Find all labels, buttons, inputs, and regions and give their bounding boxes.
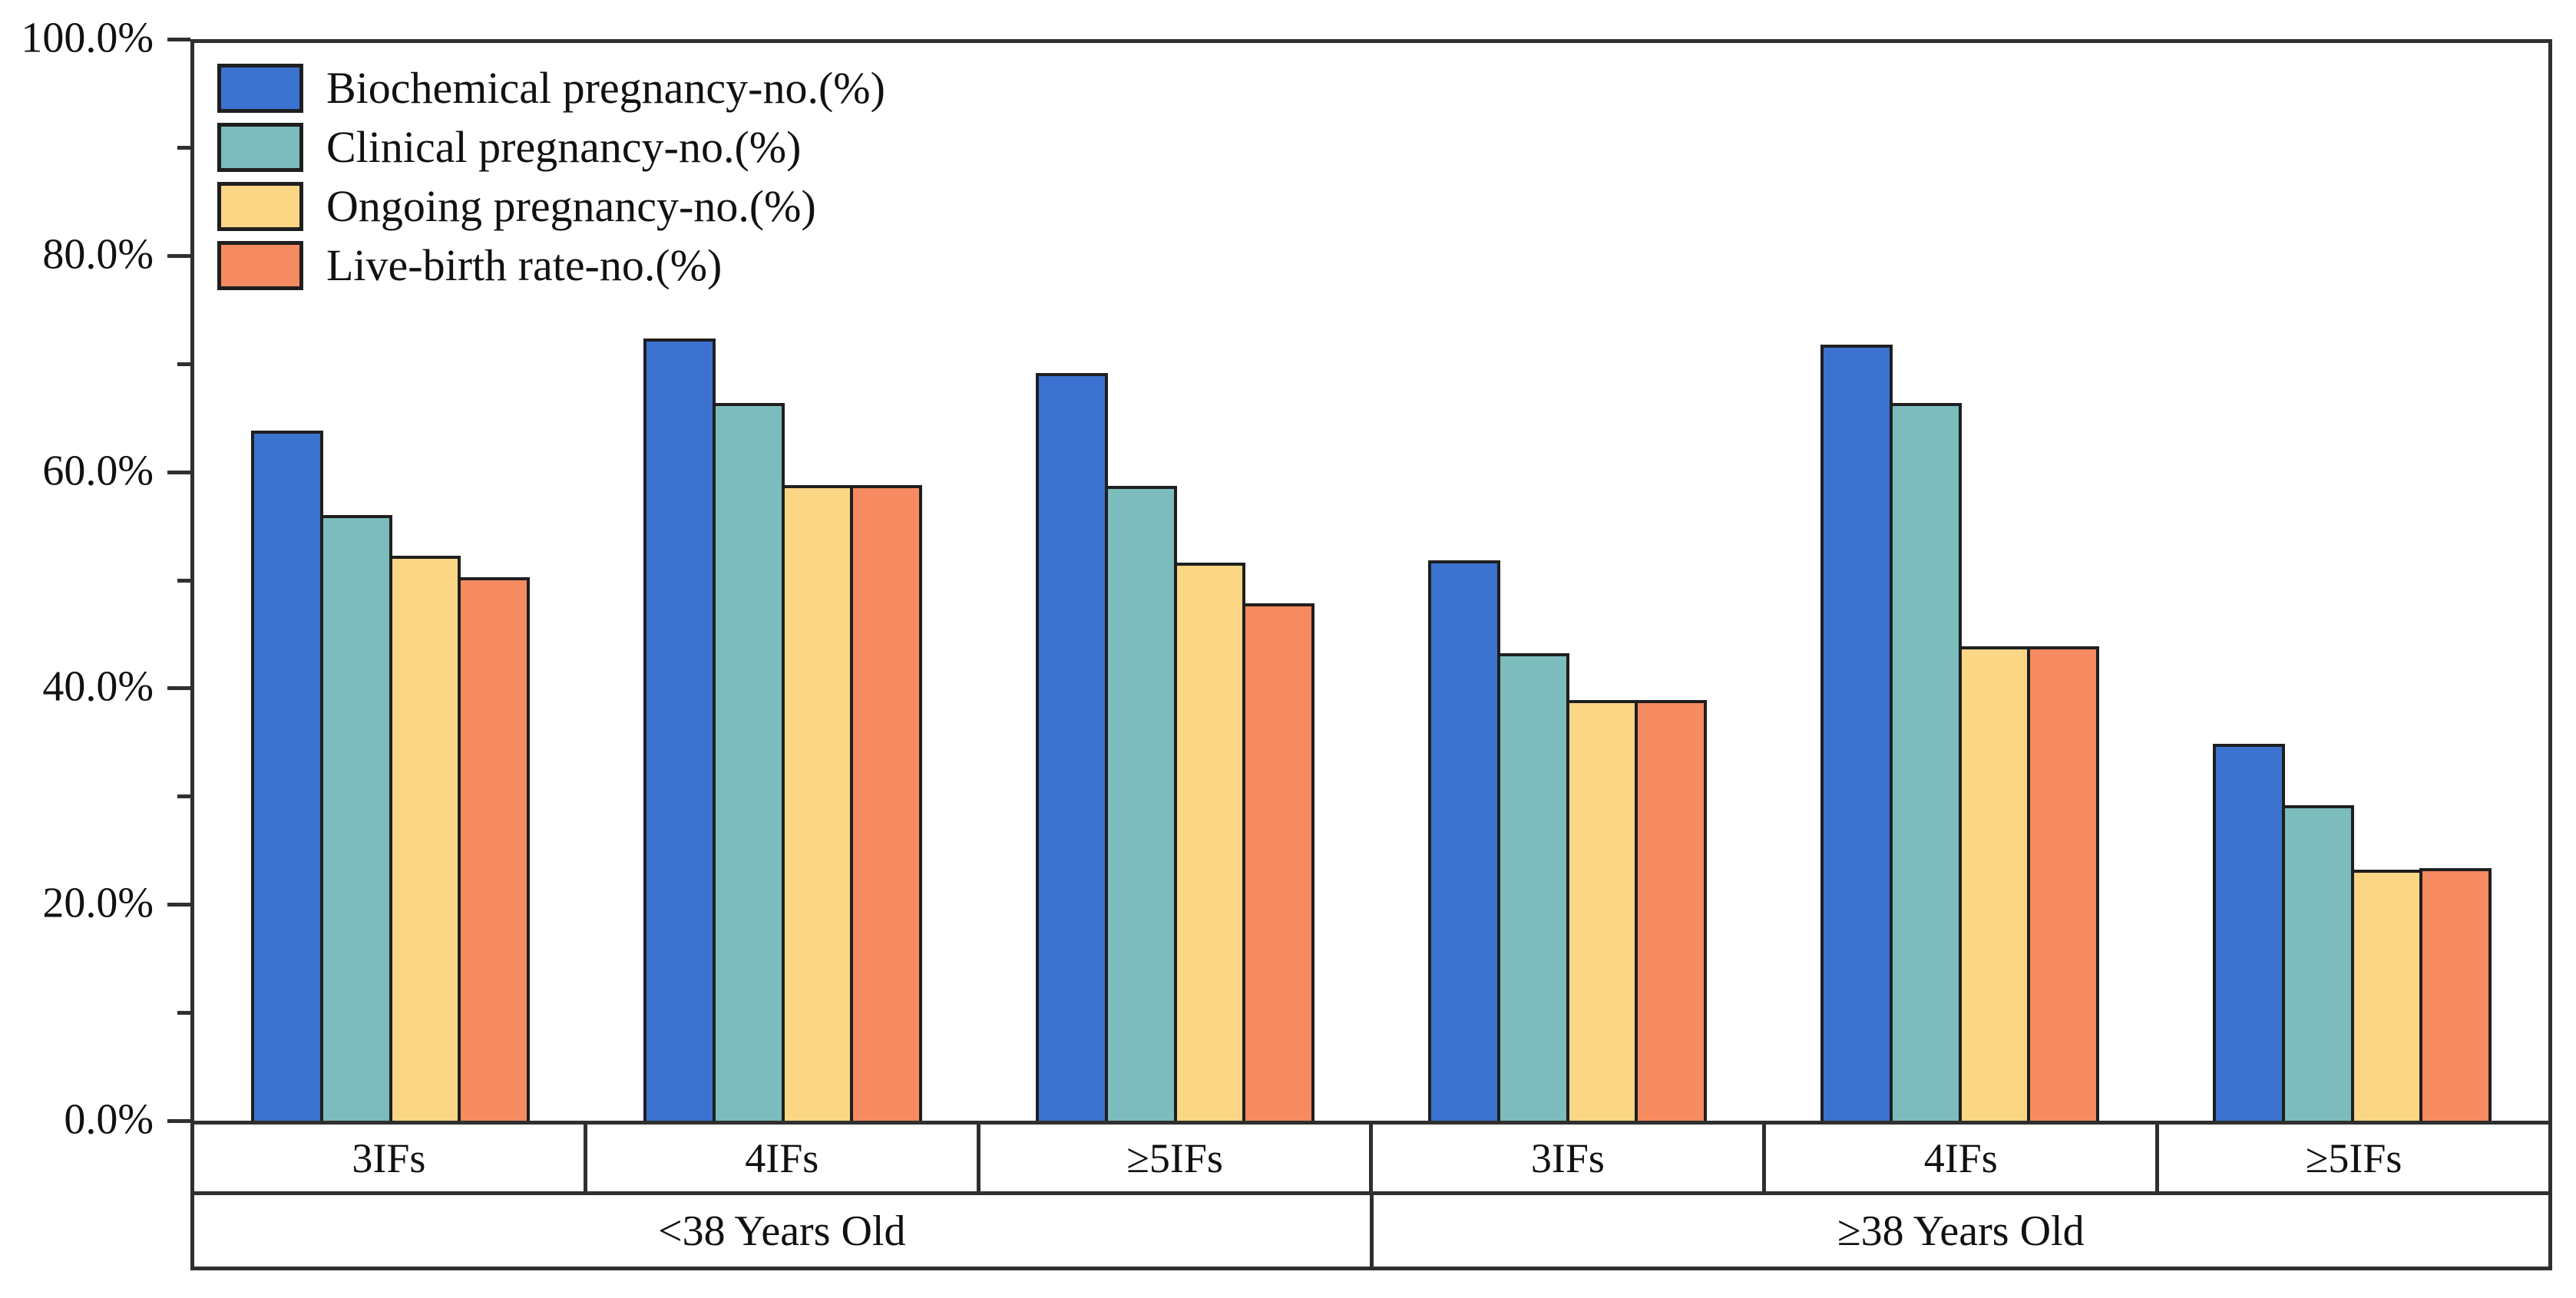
y-minor-tick-30 [177, 794, 190, 799]
y-major-tick-20 [167, 903, 190, 907]
bar-ongoing-pregnancy-group2 [781, 484, 854, 1121]
bar-clinical-pregnancy-group1 [319, 514, 392, 1121]
bar-biochemical-pregnancy-group2 [643, 338, 716, 1121]
legend-label: Clinical pregnancy-no.(%) [326, 122, 802, 172]
y-major-tick-60 [167, 470, 190, 474]
bars-container [1036, 43, 1314, 1121]
bar-ongoing-pregnancy-group6 [2350, 869, 2423, 1121]
bar-live-group1 [458, 577, 530, 1121]
y-tick-label-40: 40.0% [42, 663, 154, 712]
category-cell-5-4ifs: 4IFs [1762, 1125, 2155, 1191]
legend-swatch-icon [217, 181, 303, 231]
legend-label: Ongoing pregnancy-no.(%) [326, 181, 816, 231]
plot-frame-top [190, 39, 2552, 43]
bars-container [643, 43, 922, 1121]
legend-label: Biochemical pregnancy-no.(%) [326, 63, 885, 113]
bar-groups [194, 43, 2548, 1121]
bar-group-4-3ifs [1371, 43, 1764, 1121]
legend-item-live-birth-rate-no: Live-birth rate-no.(%) [217, 239, 885, 291]
bar-live-group6 [2419, 868, 2492, 1121]
bar-clinical-pregnancy-group2 [712, 402, 785, 1121]
bar-group-1-3ifs [194, 43, 587, 1121]
legend-item-clinical-pregnancy-no: Clinical pregnancy-no.(%) [217, 121, 885, 173]
category-cell-4-3ifs: 3IFs [1369, 1125, 1762, 1191]
bar-clinical-pregnancy-group4 [1496, 652, 1569, 1121]
y-axis-line [190, 39, 194, 1121]
legend-swatch-icon [217, 122, 303, 172]
age-group-cell-38-years-old: ≥38 Years Old [1369, 1195, 2549, 1267]
category-cell-2-4ifs: 4IFs [583, 1125, 977, 1191]
y-tick-label-60: 60.0% [42, 447, 154, 495]
y-minor-tick-90 [177, 145, 190, 150]
y-tick-label-0: 0.0% [64, 1095, 154, 1144]
bar-clinical-pregnancy-group6 [2281, 804, 2354, 1121]
age-group-cell-38-years-old: <38 Years Old [658, 1207, 906, 1255]
bar-ongoing-pregnancy-group5 [1958, 646, 2031, 1121]
legend-item-ongoing-pregnancy-no: Ongoing pregnancy-no.(%) [217, 180, 885, 232]
bar-biochemical-pregnancy-group3 [1036, 372, 1108, 1121]
bar-ongoing-pregnancy-group1 [389, 556, 461, 1121]
bar-group-6-5ifs [2156, 43, 2548, 1121]
y-major-tick-0 [167, 1119, 190, 1123]
bar-biochemical-pregnancy-group4 [1428, 560, 1500, 1121]
if-count-row: 3IFs 4IFs ≥5IFs 3IFs 4IFs ≥5IFs [194, 1125, 2548, 1195]
bar-clinical-pregnancy-group5 [1889, 402, 1962, 1121]
legend-item-biochemical-pregnancy-no: Biochemical pregnancy-no.(%) [217, 62, 885, 114]
legend-swatch-icon [217, 240, 303, 290]
x-axis-table: 3IFs 4IFs ≥5IFs 3IFs 4IFs ≥5IFs <38 Years Old… [190, 1121, 2552, 1270]
bar-live-group4 [1635, 700, 1707, 1121]
category-cell-1-3ifs: 3IFs [352, 1135, 426, 1181]
y-minor-tick-50 [177, 578, 190, 583]
bars-container [251, 43, 530, 1121]
bar-group-5-4ifs [1764, 43, 2156, 1121]
bar-biochemical-pregnancy-group1 [251, 431, 323, 1121]
age-group-row: <38 Years Old ≥38 Years Old [194, 1195, 2548, 1267]
bar-group-2-4ifs [587, 43, 979, 1121]
y-major-tick-100 [167, 38, 190, 41]
bar-biochemical-pregnancy-group5 [1820, 345, 1893, 1121]
category-cell-6-5ifs: ≥5IFs [2155, 1125, 2548, 1191]
plot-area: Biochemical pregnancy-no.(%) Clinical pre… [21, 15, 2552, 1144]
y-major-tick-40 [167, 686, 190, 691]
bar-live-group5 [2027, 646, 2099, 1121]
y-minor-tick-70 [177, 362, 190, 366]
y-minor-tick-10 [177, 1011, 190, 1016]
bars-container [1428, 43, 1707, 1121]
bar-live-group3 [1242, 603, 1314, 1121]
legend-label: Live-birth rate-no.(%) [326, 240, 723, 290]
bar-biochemical-pregnancy-group6 [2213, 743, 2285, 1121]
legend-swatch-icon [217, 63, 303, 113]
bar-live-group2 [850, 484, 922, 1121]
y-tick-label-100: 100.0% [21, 14, 154, 62]
y-tick-label-80: 80.0% [42, 230, 154, 279]
y-tick-label-20: 20.0% [42, 879, 154, 927]
bar-clinical-pregnancy-group3 [1104, 486, 1177, 1121]
y-major-tick-80 [167, 253, 190, 258]
category-cell-3-5ifs: ≥5IFs [976, 1125, 1370, 1191]
bar-ongoing-pregnancy-group3 [1173, 562, 1246, 1121]
bar-ongoing-pregnancy-group4 [1566, 700, 1639, 1121]
bar-group-3-5ifs [979, 43, 1371, 1121]
bars-container [1820, 43, 2099, 1121]
plot-frame-right [2548, 39, 2552, 1121]
legend: Biochemical pregnancy-no.(%) Clinical pre… [217, 62, 885, 291]
bars-container [2213, 43, 2492, 1121]
